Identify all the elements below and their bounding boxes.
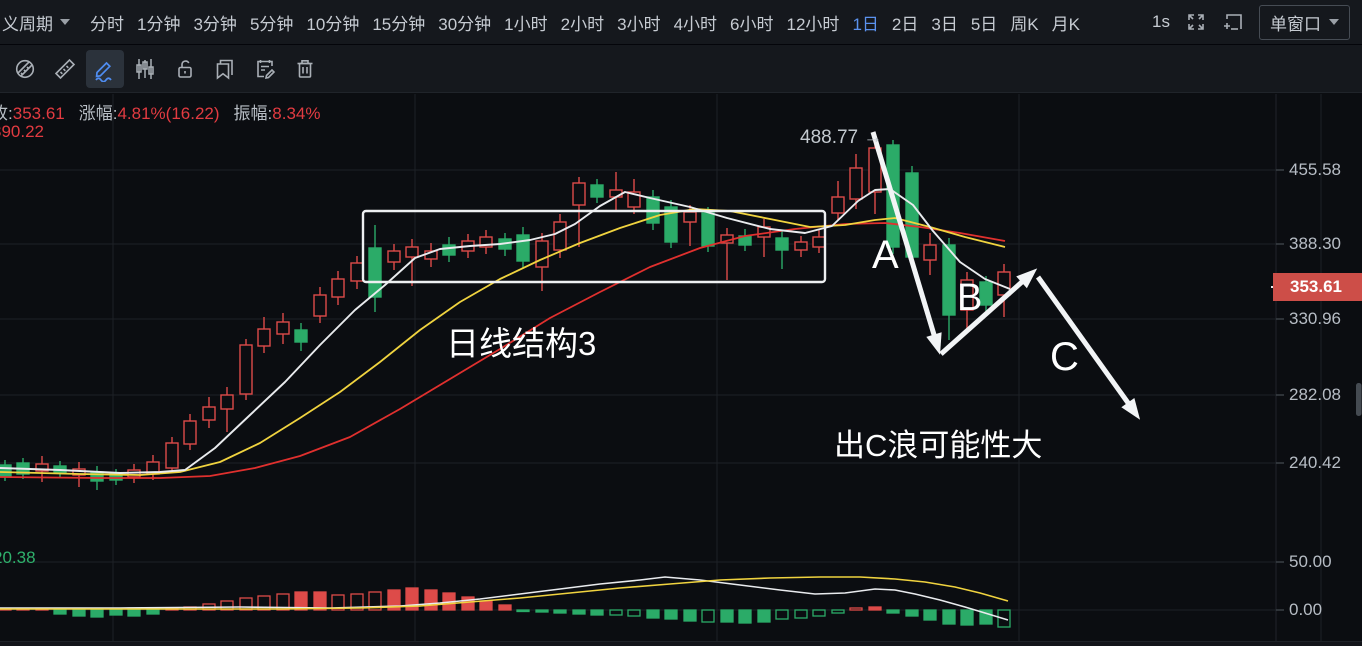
fullscreen-button[interactable] bbox=[1185, 11, 1207, 33]
axis-ticks bbox=[1276, 169, 1284, 611]
chevron-down-icon bbox=[60, 19, 70, 25]
chevron-down-icon bbox=[1329, 19, 1339, 25]
timeframe-30分钟[interactable]: 30分钟 bbox=[438, 14, 492, 34]
price-info-line: 收:353.61 涨幅:4.81%(16.22) 振幅:8.34% bbox=[0, 99, 320, 124]
timeframe-2日[interactable]: 2日 bbox=[891, 14, 919, 34]
protractor-button[interactable] bbox=[6, 50, 44, 88]
secondary-price-value: 390.22 bbox=[0, 122, 44, 141]
bookmark-button[interactable] bbox=[206, 50, 244, 88]
note-edit-icon bbox=[257, 59, 276, 79]
add-pane-icon bbox=[1224, 14, 1242, 30]
timeframe-1小时[interactable]: 1小时 bbox=[504, 14, 548, 34]
bottom-strip bbox=[0, 641, 1362, 646]
timeframe-3分钟[interactable]: 3分钟 bbox=[193, 14, 237, 34]
unlock-button[interactable] bbox=[166, 50, 204, 88]
ma-red bbox=[0, 222, 1006, 479]
wave-c-arrow[interactable] bbox=[1035, 275, 1141, 420]
custom-period-dropdown[interactable]: 义周期 bbox=[2, 10, 70, 35]
add-pane-button[interactable] bbox=[1222, 11, 1244, 33]
note-edit-button[interactable] bbox=[246, 50, 284, 88]
candlestick-icon bbox=[136, 58, 154, 79]
window-mode-label: 单窗口 bbox=[1270, 14, 1321, 34]
range-box-annotation[interactable] bbox=[361, 209, 827, 284]
timeframe-12小时[interactable]: 12小时 bbox=[786, 14, 840, 34]
macd-histogram bbox=[0, 587, 1011, 628]
wave-b-arrow[interactable] bbox=[939, 268, 1038, 356]
ruler-button[interactable] bbox=[46, 50, 84, 88]
amplitude-value: 8.34% bbox=[272, 104, 321, 123]
timeframe-2小时[interactable]: 2小时 bbox=[560, 14, 605, 34]
price-label: 收: bbox=[0, 104, 13, 123]
timeframe-1分钟[interactable]: 1分钟 bbox=[137, 14, 181, 34]
y-axis-label: 388.30 bbox=[1289, 234, 1341, 253]
y-axis-label: 240.42 bbox=[1289, 453, 1341, 472]
candlestick-button[interactable] bbox=[126, 50, 164, 88]
text-annotation[interactable]: 出C浪可能性大 bbox=[834, 428, 1042, 463]
text-annotation[interactable]: A bbox=[872, 233, 899, 277]
timeframe-周K[interactable]: 周K bbox=[1010, 14, 1039, 34]
change-value: 4.81%(16.22) bbox=[117, 104, 220, 123]
sub-indicator-value: 20.38 bbox=[0, 548, 36, 567]
amplitude-label: 振幅: bbox=[233, 104, 273, 123]
gridlines bbox=[0, 94, 1322, 642]
text-annotation[interactable]: 日线结构3 bbox=[446, 325, 596, 362]
y-axis-label: 455.58 bbox=[1289, 160, 1341, 179]
timeframe-5分钟[interactable]: 5分钟 bbox=[249, 14, 294, 34]
topbar-right: 1s 单窗口 bbox=[1152, 4, 1362, 40]
ruler-icon bbox=[54, 58, 76, 79]
bookmark-icon bbox=[216, 59, 233, 80]
ma-white bbox=[0, 188, 1011, 474]
timeframe-月K[interactable]: 月K bbox=[1051, 14, 1080, 34]
text-annotation[interactable]: B bbox=[957, 277, 982, 319]
change-label: 涨幅: bbox=[78, 104, 118, 123]
y-axis-label: 50.00 bbox=[1289, 552, 1332, 571]
timeframe-5日[interactable]: 5日 bbox=[970, 14, 998, 34]
protractor-icon bbox=[15, 59, 35, 78]
timeframe-4小时[interactable]: 4小时 bbox=[673, 14, 718, 34]
wave-a-arrow[interactable] bbox=[870, 131, 942, 355]
drawing-toolbar bbox=[0, 45, 1362, 93]
trash-icon bbox=[297, 59, 313, 78]
timeframe-15分钟[interactable]: 15分钟 bbox=[372, 14, 426, 34]
ma-yellow bbox=[0, 208, 1006, 476]
y-axis-label: 330.96 bbox=[1289, 309, 1341, 328]
trash-button[interactable] bbox=[286, 50, 324, 88]
timeframe-分时[interactable]: 分时 bbox=[90, 14, 124, 34]
fullscreen-icon bbox=[1188, 14, 1204, 30]
timeframe-bar: 义周期 分时 1分钟 3分钟 5分钟 10分钟 15分钟 30分钟 1小时 2小时 3小时 4小时 6… bbox=[0, 0, 1362, 45]
custom-period-label: 义周期 bbox=[2, 14, 53, 34]
y-axis-label: 282.08 bbox=[1289, 385, 1341, 404]
window-mode-button[interactable]: 单窗口 bbox=[1259, 4, 1350, 40]
scrollbar-thumb[interactable] bbox=[1356, 383, 1362, 416]
timeframe-6小时[interactable]: 6小时 bbox=[730, 14, 774, 34]
text-annotation[interactable]: C bbox=[1050, 335, 1079, 379]
timeframe-list: 分时 1分钟 3分钟 5分钟 10分钟 15分钟 30分钟 1小时 2小时 3小时 4小时 6小时 12… bbox=[90, 10, 1093, 35]
last-price-tag: 353.61 bbox=[1273, 273, 1362, 301]
unlock-icon bbox=[178, 59, 192, 78]
timeframe-1日[interactable]: 1日 bbox=[852, 14, 879, 34]
text-annotation[interactable]: 488.77 → bbox=[800, 127, 882, 148]
timeframe-10分钟[interactable]: 10分钟 bbox=[306, 14, 360, 34]
draw-pencil-button[interactable] bbox=[86, 49, 124, 88]
timeframe-3小时[interactable]: 3小时 bbox=[617, 14, 661, 34]
price-value: 353.61 bbox=[12, 104, 65, 123]
timeframe-3日[interactable]: 3日 bbox=[931, 14, 958, 34]
y-axis-label: 0.00 bbox=[1289, 600, 1323, 619]
draw-pencil-icon bbox=[95, 61, 112, 82]
sub-yellow bbox=[0, 576, 1009, 610]
interval-badge: 1s bbox=[1152, 12, 1170, 31]
